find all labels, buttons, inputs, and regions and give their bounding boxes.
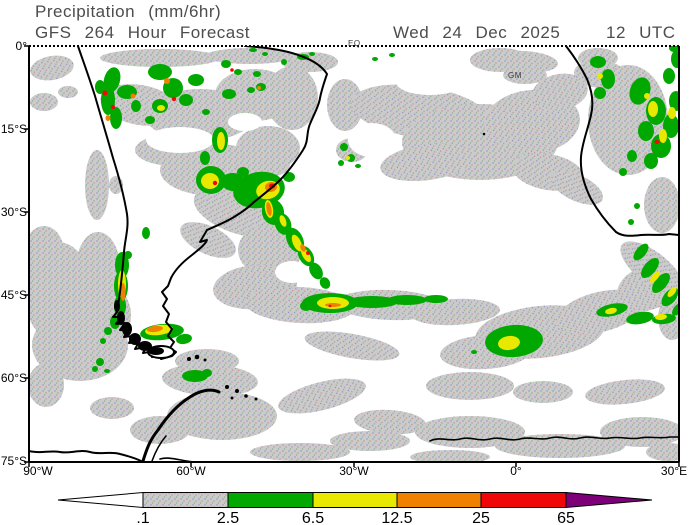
colorbar-segment-intense [480,492,567,508]
valid-time-label: 12 UTC [606,23,676,42]
colorbar-label-2: 6.5 [302,510,324,525]
colorbar: .1 2.5 6.5 12.5 25 65 [57,491,653,525]
colorbar-label-4: 25 [472,510,490,525]
greenwich-annotation: GM [508,71,522,80]
islands [187,132,486,401]
lat-label-0: 0° [16,39,28,53]
axis-ticks [24,45,680,467]
colorbar-underflow-arrow [57,491,144,509]
colorbar-segment-trace [142,492,229,508]
coastline-africa [565,46,679,237]
lon-label-90w: 90°W [23,464,53,478]
colorbar-segment-light [227,492,314,508]
clear-areas [146,69,464,283]
patagonia-fjords [114,300,175,359]
falkland-islands [187,357,191,361]
precip-intense-shading [102,68,660,308]
valid-date-label: Wed 24 Dec 2025 [393,23,561,42]
colorbar-label-3: 12.5 [381,510,412,525]
coastline-south-america [77,46,328,360]
chart-title: Precipitation (mm/6hr) [35,2,222,21]
lon-label-30e: 30°E [661,464,687,478]
antarctic-peninsula [141,388,221,462]
lat-label-60s: 60°S [1,371,27,385]
equator-annotation: EQ [348,39,361,48]
colorbar-label-1: 2.5 [217,510,239,525]
lat-label-30s: 30°S [1,205,27,219]
model-forecast-label: GFS 264 Hour Forecast [35,23,250,42]
lon-label-0: 0° [510,464,522,478]
lat-label-15s: 15°S [1,122,27,136]
island-dot [482,132,486,136]
colorbar-segment-moderate [312,492,398,508]
lon-label-30w: 30°W [339,464,369,478]
colorbar-overflow-arrow [565,491,653,509]
colorbar-label-5: 65 [557,510,575,525]
lat-label-75s: 75°S [1,454,27,468]
lon-label-60w: 60°W [176,464,206,478]
lat-label-45s: 45°S [1,288,27,302]
colorbar-label-0: .1 [136,510,149,525]
coastline-antarctica-east [429,436,679,442]
coastline-antarctica-west [29,450,142,462]
precip-trace-shading [29,48,679,462]
precip-light-shading [92,46,679,382]
colorbar-segment-heavy [396,492,482,508]
